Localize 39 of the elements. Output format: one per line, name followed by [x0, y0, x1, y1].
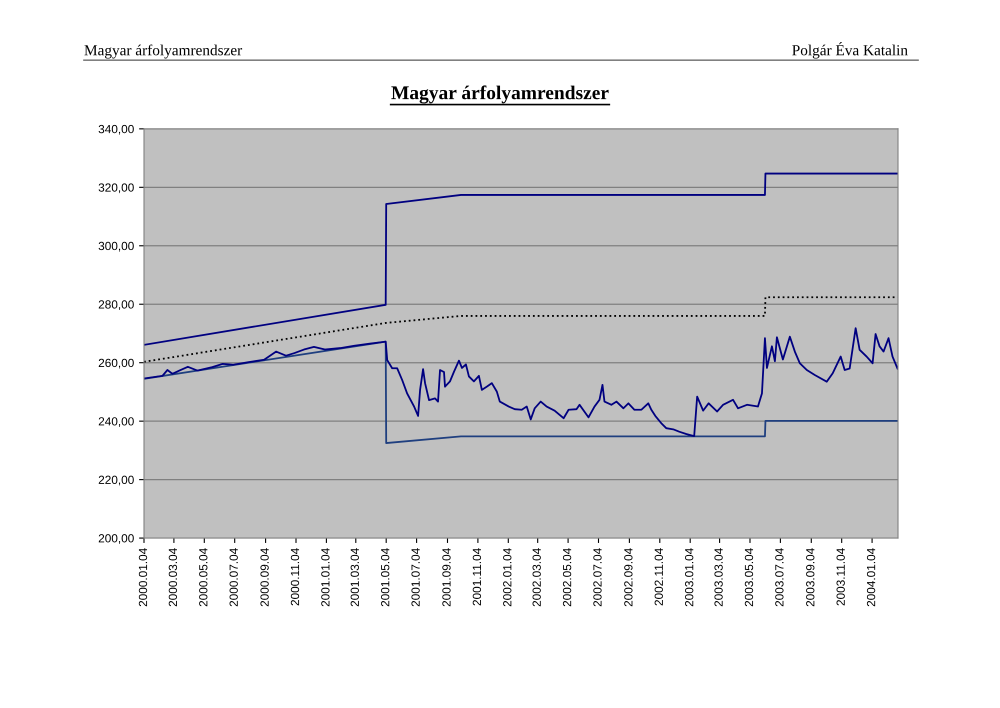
x-tick-label: 2001.09.04 [442, 548, 451, 606]
chart-title: Magyar árfolyamrendszer [391, 85, 609, 104]
x-tick-label: 2002.09.04 [624, 548, 633, 606]
y-tick-label: 200,00 [98, 534, 134, 544]
x-tick-label: 2003.03.04 [714, 548, 723, 606]
line-series [144, 172, 898, 346]
y-tick-label: 300,00 [98, 242, 134, 252]
x-tick-label: 2000.05.04 [199, 548, 208, 606]
y-tick-label: 240,00 [98, 417, 134, 427]
line-series [144, 340, 898, 444]
text: Magyar árfolyamrendszer [84, 44, 242, 59]
x-tick-label: 2000.11.04 [290, 548, 300, 606]
x-tick-label: 2000.01.04 [138, 548, 148, 606]
x-tick-label: 2002.05.04 [562, 548, 572, 606]
y-tick-label: 280,00 [98, 300, 134, 310]
y-tick-label: 340,00 [98, 124, 134, 135]
x-tick-label: 2003.07.04 [775, 548, 784, 606]
x-tick-label: 2001.07.04 [411, 548, 420, 606]
x-tick-label: 2003.05.04 [744, 548, 754, 606]
text: Polgár Éva Katalin [792, 42, 908, 59]
x-tick-label: 2002.03.04 [532, 548, 541, 606]
x-tick-label: 2002.11.04 [654, 548, 663, 606]
y-tick-label: 320,00 [98, 183, 134, 194]
x-tick-label: 2000.03.04 [168, 548, 178, 606]
x-tick-label: 2003.09.04 [806, 548, 814, 606]
x-tick-label: 2000.07.04 [230, 548, 238, 606]
y-tick-label: 220,00 [98, 476, 134, 486]
y-tick-label: 260,00 [98, 358, 134, 368]
x-tick-label: 2001.11.04 [472, 548, 482, 606]
x-tick-label: 2004.01.04 [866, 548, 876, 606]
x-tick-label: 2002.07.04 [593, 548, 602, 606]
x-tick-label: 2001.05.04 [381, 548, 390, 606]
x-tick-label: 2003.11.04 [836, 548, 845, 606]
x-tick-label: 2001.01.04 [321, 548, 330, 606]
line-series [144, 327, 898, 437]
x-tick-label: 2001.03.04 [350, 548, 359, 606]
x-tick-label: 2002.01.04 [503, 548, 512, 606]
x-tick-label: 2000.09.04 [260, 548, 269, 606]
x-tick-label: 2003.01.04 [685, 548, 694, 606]
